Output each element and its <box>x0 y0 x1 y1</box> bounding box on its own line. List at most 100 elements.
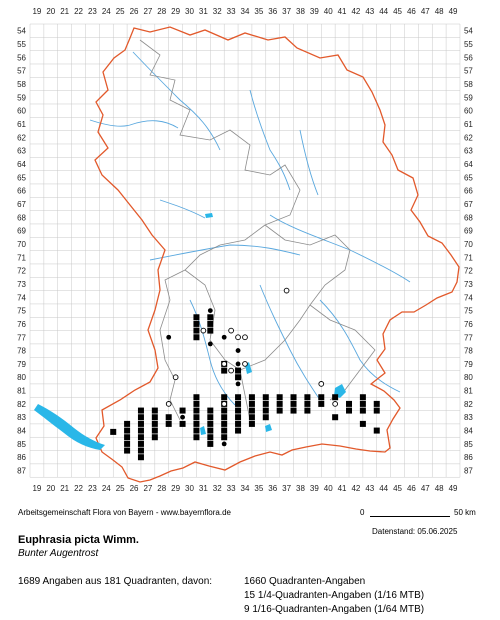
row-label: 57 <box>17 67 26 76</box>
column-label: 23 <box>88 7 97 16</box>
column-label: 49 <box>449 484 458 493</box>
row-label: 64 <box>17 160 26 169</box>
occurrence-dot <box>235 348 241 353</box>
row-label: 74 <box>464 293 473 302</box>
row-label: 75 <box>464 307 473 316</box>
occurrence-square <box>221 414 228 421</box>
row-label: 83 <box>17 413 26 422</box>
row-label: 57 <box>464 67 473 76</box>
occurrence-circle <box>283 287 290 294</box>
occurrence-square <box>290 394 297 401</box>
row-label: 68 <box>17 213 26 222</box>
species-title: Euphrasia picta Wimm. <box>18 534 139 546</box>
row-label: 64 <box>464 160 473 169</box>
district-boundaries <box>139 39 376 421</box>
row-label: 60 <box>17 107 26 116</box>
row-label: 80 <box>17 373 26 382</box>
row-label: 72 <box>17 267 26 276</box>
row-label: 71 <box>464 253 473 262</box>
column-label: 22 <box>74 484 83 493</box>
occurrence-square <box>346 407 353 414</box>
column-label: 28 <box>157 484 166 493</box>
column-label: 36 <box>268 7 277 16</box>
row-label: 86 <box>464 453 473 462</box>
column-label: 36 <box>268 484 277 493</box>
row-label: 63 <box>464 147 473 156</box>
occurrence-square <box>124 447 131 454</box>
occurrence-square <box>235 394 242 401</box>
occurrence-square <box>373 400 380 407</box>
occurrence-square <box>346 400 353 407</box>
occurrence-square <box>124 427 131 434</box>
occurrence-square <box>221 427 228 434</box>
occurrence-square <box>290 400 297 407</box>
lakes <box>34 213 346 450</box>
occurrence-square <box>110 428 117 435</box>
row-label: 62 <box>464 133 473 142</box>
column-label: 21 <box>60 484 69 493</box>
occurrence-square <box>193 434 200 441</box>
row-label: 58 <box>17 80 26 89</box>
column-label: 37 <box>282 484 291 493</box>
row-label: 54 <box>464 27 473 36</box>
column-label: 22 <box>74 7 83 16</box>
occurrence-square <box>193 320 200 327</box>
row-label: 80 <box>464 373 473 382</box>
row-label: 63 <box>17 147 26 156</box>
occurrence-dot <box>221 441 227 447</box>
column-label: 45 <box>393 484 402 493</box>
occurrence-circle <box>228 367 234 374</box>
row-label: 69 <box>17 227 26 236</box>
row-label: 69 <box>464 227 473 236</box>
row-label: 55 <box>17 40 26 49</box>
occurrence-square <box>193 427 200 434</box>
occurrence-square <box>262 414 269 421</box>
column-label: 46 <box>407 484 416 493</box>
occurrence-square <box>248 400 255 407</box>
row-label: 55 <box>464 40 473 49</box>
occurrence-circle <box>235 334 241 341</box>
occurrence-square <box>165 414 172 421</box>
row-label: 61 <box>464 120 473 129</box>
occurrence-square <box>207 420 214 427</box>
row-label: 75 <box>17 307 26 316</box>
row-label: 79 <box>17 360 26 369</box>
credit-text: Arbeitsgemeinschaft Flora von Bayern - w… <box>18 508 231 517</box>
column-label: 40 <box>324 484 333 493</box>
occurrence-square <box>290 407 297 414</box>
column-label: 29 <box>171 7 180 16</box>
column-label: 44 <box>379 7 388 16</box>
occurrence-square <box>137 434 144 441</box>
occurrence-dot <box>221 334 227 340</box>
column-label: 38 <box>296 484 305 493</box>
occurrence-circle <box>165 401 172 407</box>
occurrence-dot <box>207 308 213 313</box>
occurrence-square <box>359 407 366 414</box>
occurrence-square <box>207 314 214 321</box>
occurrence-square <box>193 414 200 421</box>
row-label: 76 <box>17 320 26 329</box>
species-common-name: Bunter Augentrost <box>18 548 99 559</box>
occurrence-square <box>304 400 311 407</box>
row-label: 87 <box>17 467 26 476</box>
occurrence-square <box>235 367 242 374</box>
row-label: 66 <box>17 187 26 196</box>
row-label: 85 <box>17 440 26 449</box>
row-label: 71 <box>17 253 26 262</box>
occurrence-square <box>359 420 366 427</box>
occurrence-square <box>124 440 131 447</box>
occurrence-square <box>137 454 144 461</box>
occurrence-square <box>151 427 158 434</box>
row-label: 70 <box>464 240 473 249</box>
row-label: 81 <box>464 387 473 396</box>
occurrence-circle <box>332 401 338 407</box>
occurrence-square <box>332 414 339 421</box>
column-label: 32 <box>213 7 222 16</box>
occurrence-square <box>207 440 214 447</box>
occurrence-square <box>124 420 131 427</box>
row-label: 76 <box>464 320 473 329</box>
row-label: 78 <box>464 347 473 356</box>
occurrence-square <box>151 414 158 421</box>
occurrence-square <box>179 407 186 414</box>
occurrence-square <box>193 407 200 414</box>
